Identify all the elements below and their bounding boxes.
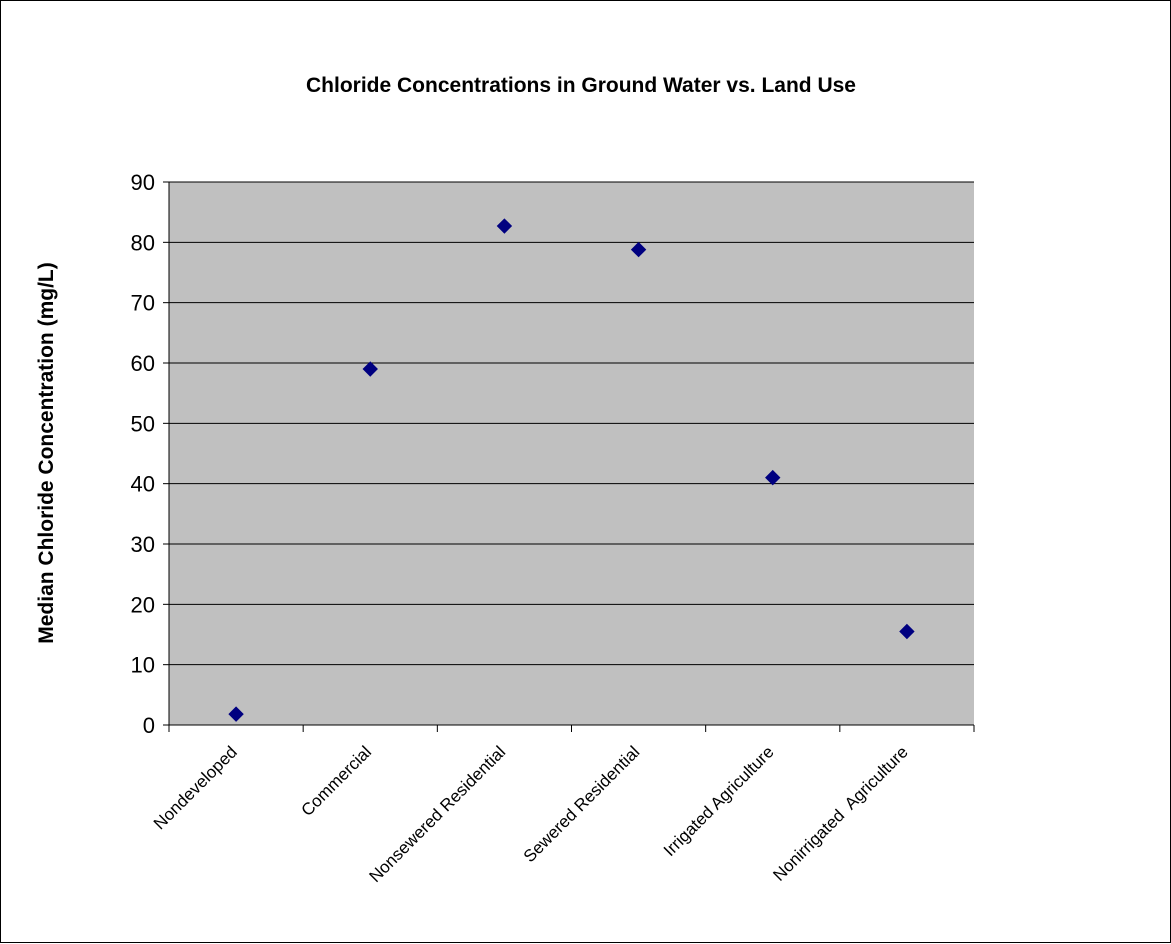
y-tick-label: 80 xyxy=(131,230,155,255)
axes xyxy=(163,181,975,732)
y-axis-label: Median Chloride Concentration (mg/L) xyxy=(35,262,58,644)
data-points xyxy=(228,218,915,722)
chart-title: Chloride Concentrations in Ground Water … xyxy=(306,74,856,97)
data-point xyxy=(899,623,915,640)
x-tick-label: Irrigated Agriculture xyxy=(660,742,778,860)
y-tick-label: 70 xyxy=(131,291,155,316)
y-tick-label: 90 xyxy=(131,170,155,195)
y-tick-label: 50 xyxy=(131,411,155,436)
y-tick-label: 10 xyxy=(131,653,155,678)
x-tick-label: Sewered Residential xyxy=(520,742,644,866)
x-tick-label: Commercial xyxy=(298,742,376,820)
y-tick-label: 30 xyxy=(131,532,155,557)
y-tick-labels: 0 10 20 30 40 50 60 70 80 90 xyxy=(131,170,155,738)
gridlines xyxy=(169,181,974,666)
data-point xyxy=(765,469,781,486)
y-tick-label: 40 xyxy=(131,472,155,497)
data-point xyxy=(228,706,244,722)
data-point xyxy=(362,361,378,377)
x-tick-label: Nonirrigated Agriculture xyxy=(769,742,911,884)
plot-area xyxy=(169,182,974,725)
y-tick-label: 60 xyxy=(131,351,155,376)
x-tick-label: Nondeveloped xyxy=(150,742,241,833)
y-tick-label: 0 xyxy=(143,713,155,738)
data-point xyxy=(496,218,513,234)
x-tick-label: Nonsewered Residential xyxy=(366,742,510,886)
y-tick-label: 20 xyxy=(131,592,155,617)
data-point xyxy=(630,241,647,258)
